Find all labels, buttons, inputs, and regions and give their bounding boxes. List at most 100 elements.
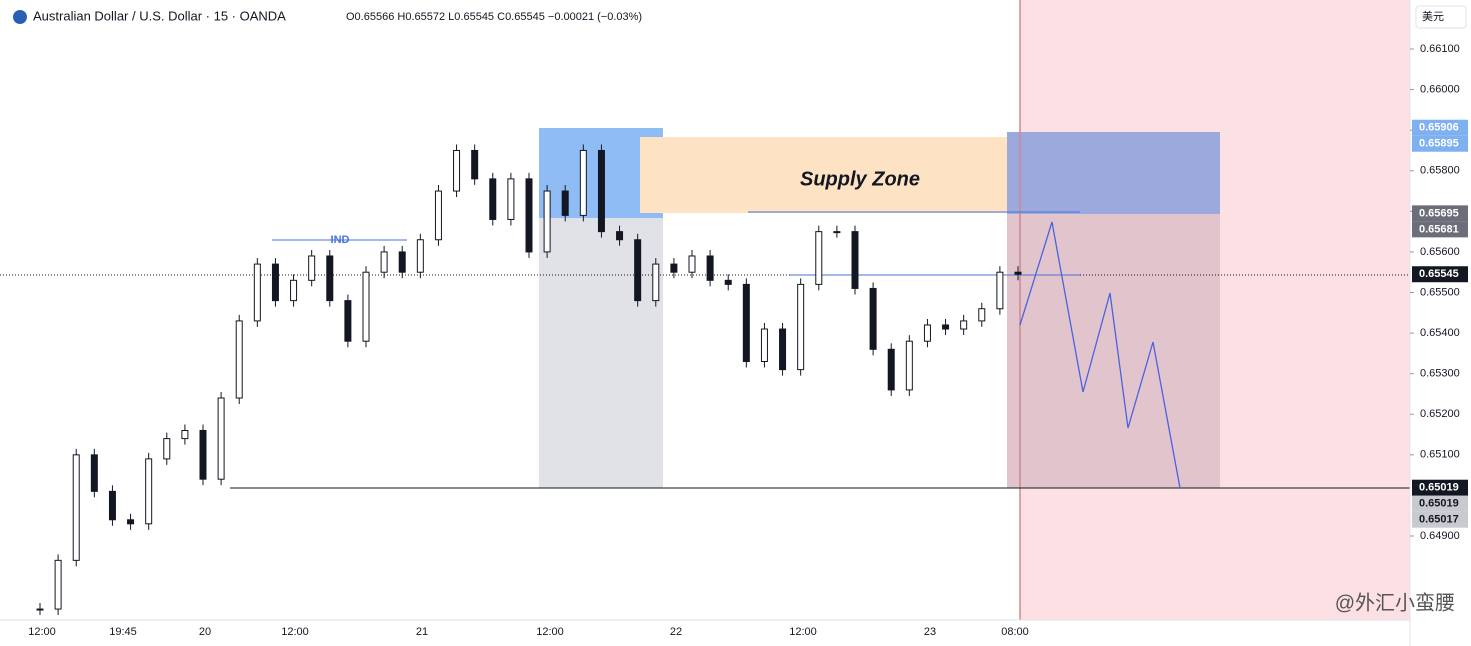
candle	[561, 190, 569, 216]
candle	[489, 178, 497, 220]
time-label: 12:00	[28, 626, 56, 638]
price-marker	[1412, 266, 1468, 283]
candle	[634, 239, 642, 302]
candle	[833, 231, 841, 234]
time-label: 12:00	[789, 626, 817, 638]
price-marker	[1412, 119, 1468, 136]
risk-zone	[1007, 214, 1220, 488]
candle	[271, 263, 279, 302]
candle	[942, 324, 950, 330]
candle	[1014, 271, 1022, 275]
candle	[670, 263, 678, 273]
candle	[453, 149, 461, 192]
candle	[90, 454, 98, 492]
candle	[36, 608, 44, 611]
candle	[72, 454, 80, 561]
candle	[905, 340, 913, 391]
candle	[706, 255, 714, 281]
price-marker-label: 0.65895	[1419, 138, 1459, 150]
candle	[760, 328, 768, 362]
candle	[362, 271, 370, 342]
symbol: Australian Dollar / U.S. Dollar · 15 · O…	[33, 8, 286, 23]
candle	[887, 348, 895, 391]
time-label: 19:45	[109, 626, 137, 638]
time-label: 21	[416, 626, 428, 638]
price-label: 0.66000	[1420, 83, 1460, 95]
candle	[869, 287, 877, 350]
candle	[652, 263, 660, 302]
change: −0.00021 (−0.03%)	[548, 11, 642, 23]
candle	[996, 271, 1004, 310]
candle	[326, 255, 334, 302]
time-label: 08:00	[1001, 626, 1029, 638]
price-marker	[1412, 495, 1468, 512]
supply-zone	[640, 137, 1007, 213]
price-label: 0.66100	[1420, 43, 1460, 55]
candle	[507, 178, 515, 220]
price-marker	[1412, 479, 1468, 496]
time-label: 12:00	[281, 626, 309, 638]
candle	[688, 255, 696, 273]
candle	[434, 190, 442, 241]
candle	[181, 429, 189, 440]
close: C0.65545	[497, 11, 545, 23]
price-label: 0.65300	[1420, 368, 1460, 380]
ohlc: O0.65566 H0.65572 L0.65545 C0.65545 −0.0…	[346, 11, 642, 23]
ind-label: IND	[331, 234, 350, 246]
candle	[108, 490, 116, 521]
candle	[54, 559, 62, 610]
time-label: 22	[670, 626, 682, 638]
price-marker	[1412, 511, 1468, 528]
candle	[344, 300, 352, 342]
price-marker	[1412, 135, 1468, 152]
price-marker-label: 0.65681	[1419, 223, 1459, 235]
open: O0.65566	[346, 11, 394, 23]
candle	[290, 279, 298, 302]
candle	[163, 438, 171, 460]
candle	[851, 231, 859, 289]
candle	[815, 231, 823, 285]
target-zone	[1007, 132, 1220, 214]
price-marker	[1412, 221, 1468, 238]
candle	[145, 458, 153, 525]
candle	[380, 251, 388, 273]
candle	[779, 328, 787, 371]
price-marker-label: 0.65906	[1419, 122, 1459, 134]
candle	[308, 255, 316, 281]
time-label: 23	[924, 626, 936, 638]
candle	[199, 429, 207, 480]
currency-button[interactable]	[1415, 5, 1467, 29]
candle	[616, 231, 624, 241]
candle	[923, 324, 931, 342]
candle	[525, 178, 533, 253]
price-marker-label: 0.65019	[1419, 498, 1459, 510]
price-marker-label: 0.65017	[1419, 514, 1459, 526]
supply-label: Supply Zone	[800, 168, 920, 190]
high: H0.65572	[397, 11, 445, 23]
price-label: 0.64900	[1420, 530, 1460, 542]
price-label: 0.65600	[1420, 246, 1460, 258]
candle	[543, 190, 551, 253]
candle	[960, 320, 968, 330]
price-label: 0.65800	[1420, 165, 1460, 177]
price-label: 0.65200	[1420, 408, 1460, 420]
currency[interactable]: 美元	[1422, 10, 1444, 23]
price-label: 0.65500	[1420, 286, 1460, 298]
price-marker	[1412, 205, 1468, 222]
candle	[724, 279, 732, 285]
price-marker-label: 0.65019	[1419, 482, 1459, 494]
candle	[253, 263, 261, 322]
low: L0.65545	[448, 11, 494, 23]
candle	[235, 320, 243, 399]
price-marker-label: 0.65545	[1419, 268, 1459, 280]
candle	[597, 149, 605, 233]
candle	[471, 149, 479, 180]
time-label: 20	[199, 626, 211, 638]
time-label: 12:00	[536, 626, 564, 638]
candle	[742, 283, 750, 362]
projection	[1019, 221, 1181, 489]
candle	[398, 251, 406, 273]
candle	[797, 283, 805, 371]
